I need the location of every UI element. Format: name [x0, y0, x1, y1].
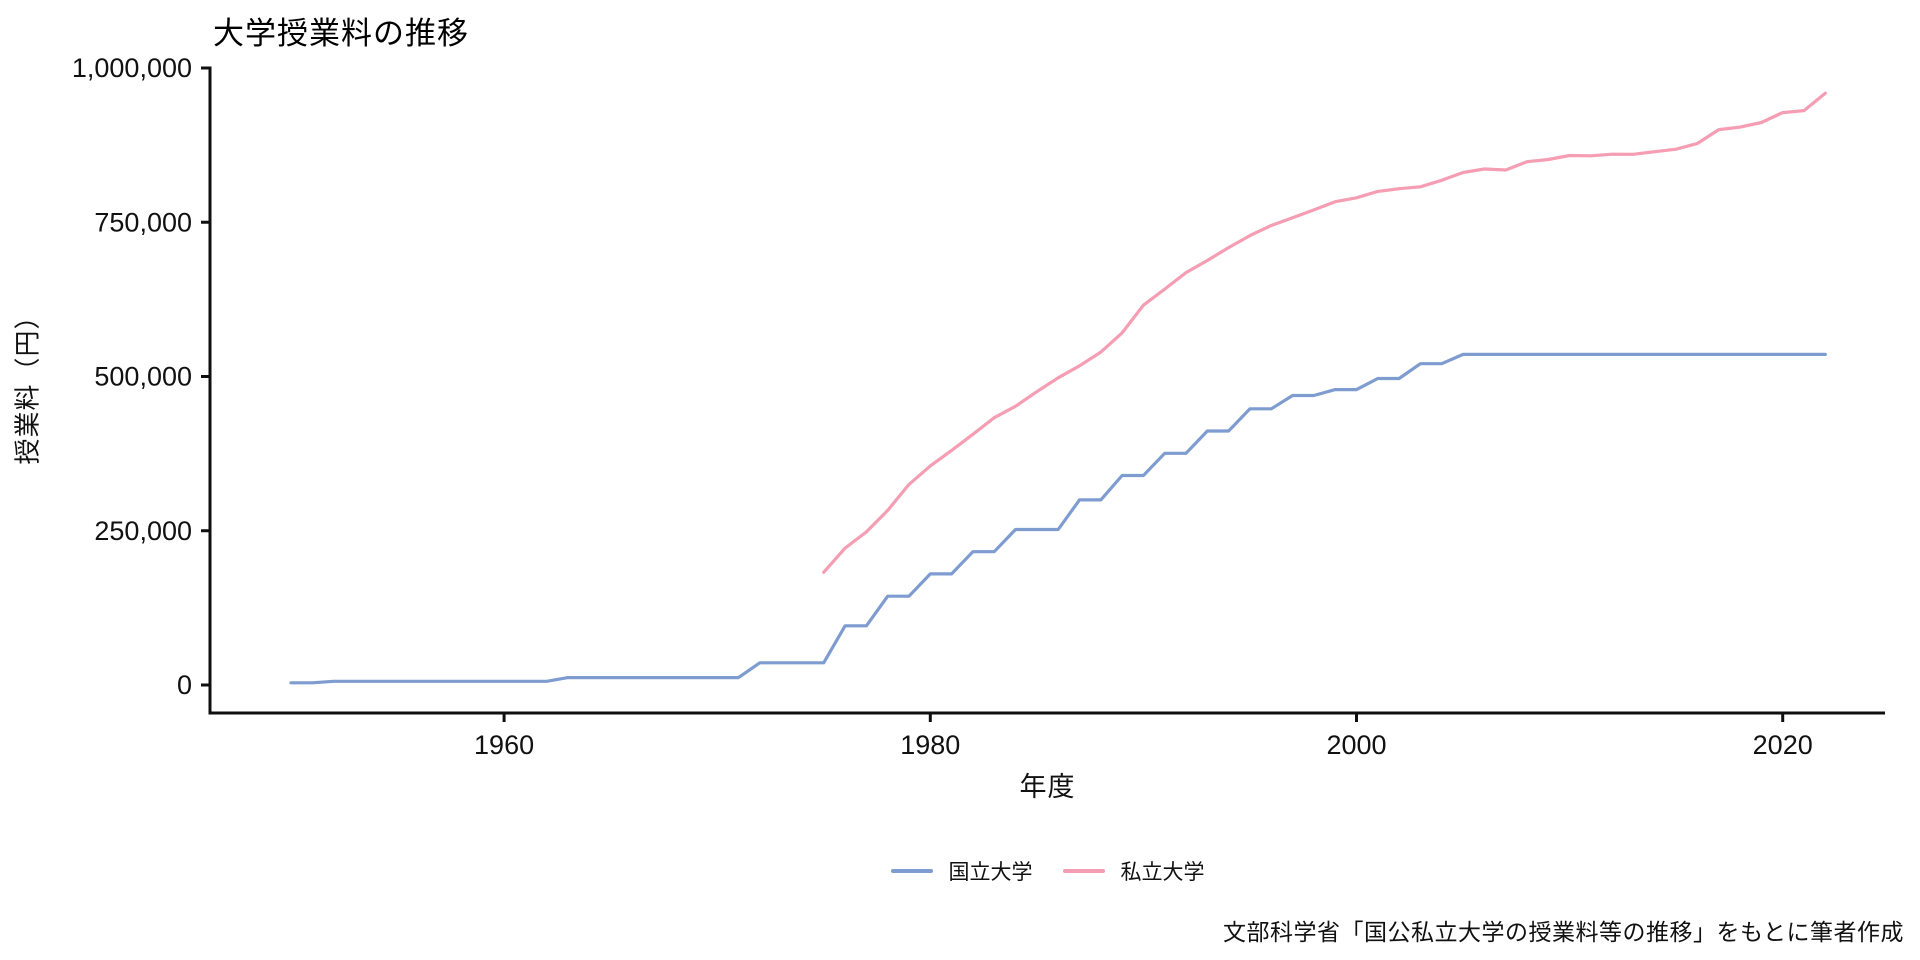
y-tick-label: 500,000	[94, 362, 192, 392]
legend-line-swatch-icon	[890, 869, 933, 873]
x-tick-label: 1960	[474, 730, 534, 760]
x-tick-label: 2020	[1753, 730, 1813, 760]
x-axis-label: 年度	[1019, 772, 1076, 802]
x-tick-label: 1980	[900, 730, 960, 760]
x-tick-label: 2000	[1326, 730, 1386, 760]
y-tick-label: 1,000,000	[72, 53, 192, 83]
source-caption: 文部科学省「国公私立大学の授業料等の推移」をもとに筆者作成	[1222, 919, 1904, 945]
legend: 国立大学 私立大学	[210, 856, 1885, 886]
y-axis-label: 授業料（円）	[12, 302, 43, 465]
legend-label: 国立大学	[948, 861, 1033, 884]
series-line-1	[822, 91, 1827, 574]
legend-item-1: 私立大学	[1062, 856, 1205, 886]
y-tick-label: 0	[177, 670, 192, 700]
legend-item-0: 国立大学	[890, 856, 1033, 886]
y-tick-label: 750,000	[94, 207, 192, 237]
series-line-0	[289, 352, 1827, 685]
chart-title: 大学授業料の推移	[213, 16, 469, 51]
legend-line-swatch-icon	[1062, 869, 1105, 873]
y-tick-label: 250,000	[94, 516, 192, 546]
legend-label: 私立大学	[1120, 861, 1205, 884]
